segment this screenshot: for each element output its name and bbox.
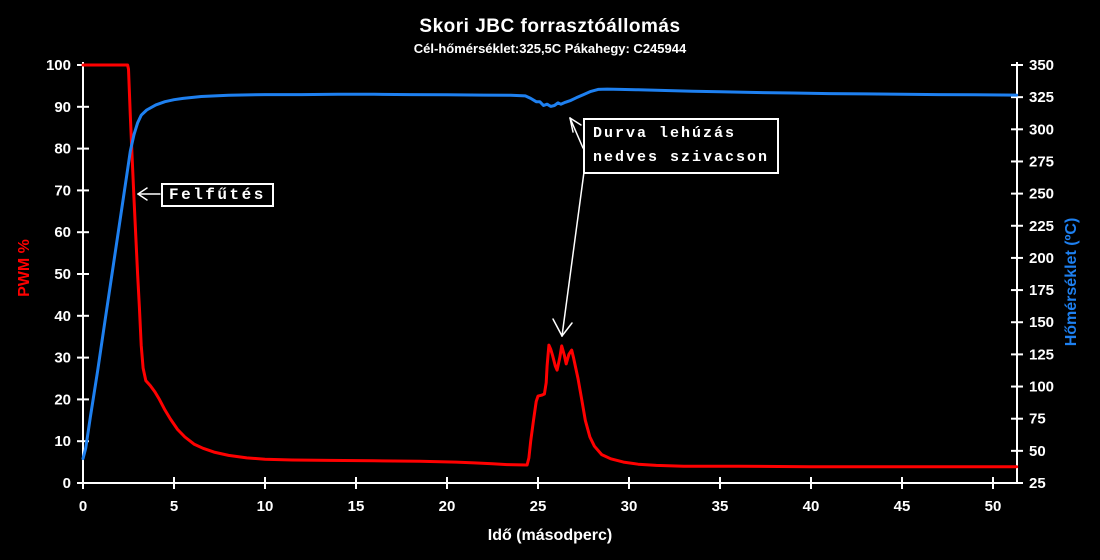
- tick-label: 100: [46, 57, 71, 74]
- pwm-series-line: [81, 63, 1019, 469]
- felfutes-arrow: [137, 187, 148, 195]
- durva-arrow-down: [552, 318, 563, 337]
- right-axis-label-temperature: Hőmérséklet (ºC): [1063, 217, 1080, 347]
- tick-label: 20: [54, 391, 71, 408]
- tick-label: 25: [1029, 475, 1046, 492]
- tick-label: 175: [1029, 282, 1054, 299]
- durva-arrow-up: [569, 117, 574, 133]
- tick-label: 125: [1029, 346, 1054, 363]
- tick-label: 45: [894, 498, 911, 515]
- chart-subtitle: Cél-hőmérséklet:325,5C Pákahegy: C245944: [413, 41, 687, 56]
- tick-label: 5: [170, 498, 178, 515]
- tick-label: 70: [54, 182, 71, 199]
- tick-label: 25: [530, 498, 547, 515]
- felfutes-arrow: [137, 193, 148, 201]
- annotation-felfutes-text: Felfűtés: [169, 186, 266, 204]
- tick-label: 20: [439, 498, 456, 515]
- temperature-series-line: [81, 87, 1019, 461]
- annotation-durva-line2: nedves szivacson: [593, 149, 770, 166]
- durva-arrow-down: [561, 171, 585, 337]
- tick-label: 50: [1029, 443, 1046, 460]
- tick-label: 35: [712, 498, 729, 515]
- annotation-durva-line1: Durva lehúzás: [593, 125, 737, 142]
- tick-label: 200: [1029, 250, 1054, 267]
- durva-arrow-down: [561, 322, 573, 337]
- tick-label: 10: [257, 498, 274, 515]
- tick-label: 325: [1029, 89, 1054, 106]
- tick-label: 40: [54, 308, 71, 325]
- left-axis-label-pwm: PWM %: [16, 239, 33, 297]
- tick-label: 10: [54, 433, 71, 450]
- tick-label: 225: [1029, 218, 1054, 235]
- annotation-felfutes-box: Felfűtés: [161, 183, 274, 207]
- tick-label: 75: [1029, 411, 1046, 428]
- tick-label: 50: [985, 498, 1002, 515]
- tick-label: 30: [54, 350, 71, 367]
- tick-label: 100: [1029, 379, 1054, 396]
- tick-label: 50: [54, 266, 71, 283]
- durva-arrow-up: [569, 117, 582, 126]
- tick-label: 150: [1029, 314, 1054, 331]
- durva-arrow-up: [569, 117, 584, 149]
- tick-label: 30: [621, 498, 638, 515]
- tick-label: 0: [79, 498, 87, 515]
- chart-title: Skori JBC forrasztóállomás: [419, 16, 681, 37]
- tick-label: 300: [1029, 121, 1054, 138]
- tick-label: 15: [348, 498, 365, 515]
- annotation-durva-box: Durva lehúzás nedves szivacson: [583, 118, 780, 174]
- tick-label: 90: [54, 99, 71, 116]
- tick-label: 250: [1029, 186, 1054, 203]
- tick-label: 60: [54, 224, 71, 241]
- tick-label: 275: [1029, 153, 1054, 170]
- tick-label: 40: [803, 498, 820, 515]
- tick-label: 0: [63, 475, 71, 492]
- tick-label: 350: [1029, 57, 1054, 74]
- tick-label: 80: [54, 141, 71, 158]
- x-axis-label: Idő (másodperc): [487, 527, 613, 544]
